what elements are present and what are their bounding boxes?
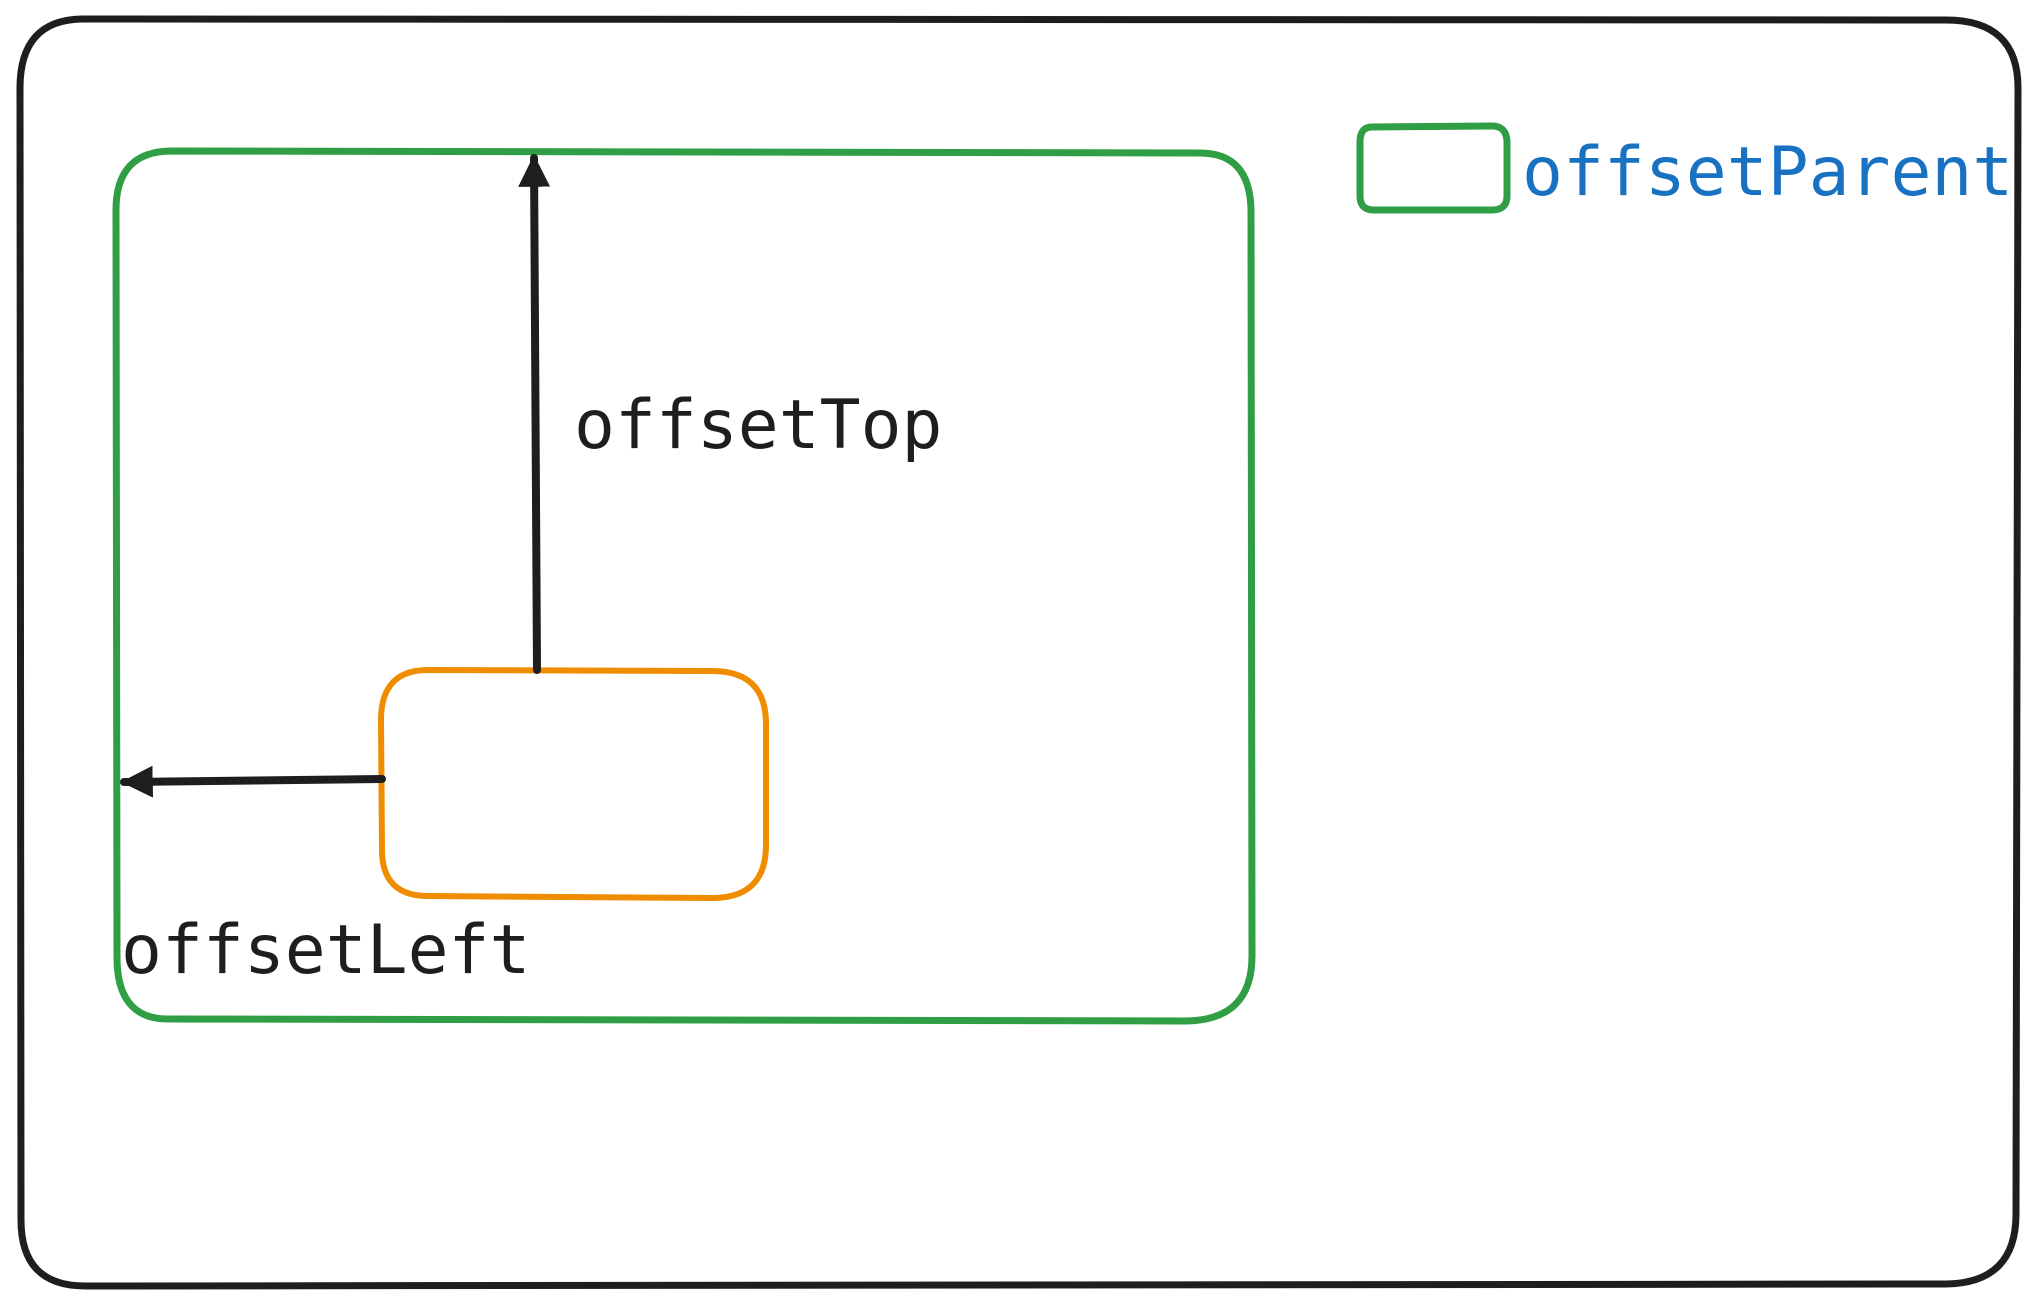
legend-swatch xyxy=(1356,122,1511,214)
offset-parent-box xyxy=(112,147,1256,1025)
legend-label: offsetParent xyxy=(1522,133,2013,212)
offset-left-arrow xyxy=(120,765,386,798)
element-box xyxy=(378,667,769,901)
offset-top-arrow xyxy=(518,154,551,674)
offset-left-label: offsetLeft xyxy=(121,911,530,990)
outer-frame xyxy=(16,15,2022,1290)
offset-top-label: offsetTop xyxy=(574,386,942,465)
